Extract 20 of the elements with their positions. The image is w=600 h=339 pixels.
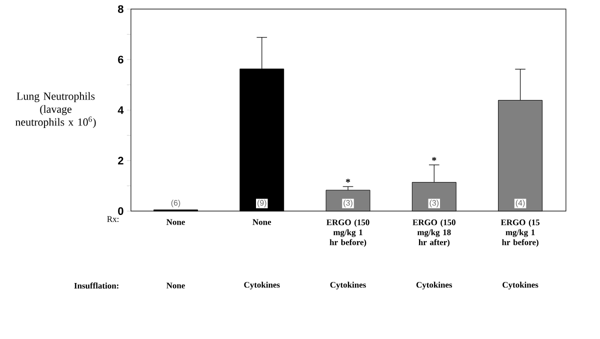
text: Cytokines <box>244 282 280 290</box>
x-tick-label: None <box>166 219 185 225</box>
text: Cytokines <box>416 282 452 290</box>
y-tick-label: 8 <box>118 5 124 13</box>
annotation: * <box>346 178 350 183</box>
y-tick-label: 2 <box>118 156 124 164</box>
x-tick-label: None <box>252 219 272 225</box>
y-tick-label: 6 <box>118 56 124 64</box>
x-tick-label: ERGO (15 mg/kg 1 hr before) <box>500 219 540 247</box>
text: Rx: <box>107 216 118 222</box>
y-tick-label: 0 <box>118 207 124 215</box>
y-axis-title: Lung Neutrophils (lavage neutrophils x 10$^{6}$) <box>15 92 96 128</box>
text: Cytokines <box>330 282 366 290</box>
x-tick-label: ERGO (150 mg/kg 1 hr before) <box>326 219 370 247</box>
text: Cytokines <box>502 282 538 290</box>
x-tick-label: ERGO (150 mg/kg 18 hr after) <box>412 219 456 247</box>
text: Insufflation: <box>74 282 118 289</box>
annotation: * <box>432 157 436 161</box>
text: None <box>166 282 185 288</box>
y-tick-label: 4 <box>118 106 124 114</box>
